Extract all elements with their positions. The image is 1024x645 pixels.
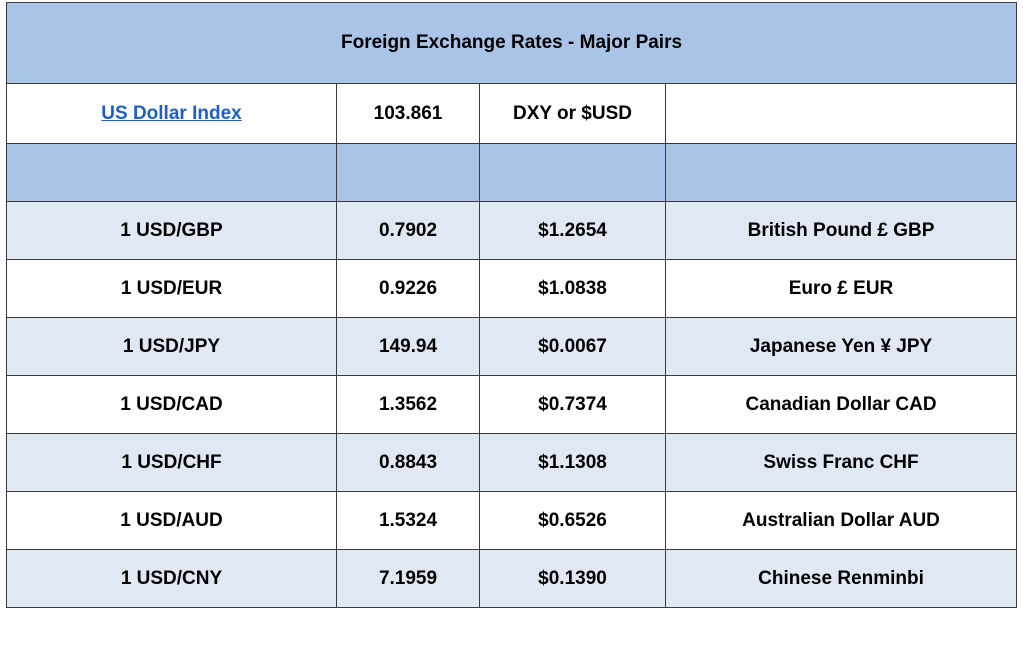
currency-name-cell: Chinese Renminbi	[664, 549, 1018, 608]
usd-value-cell: $1.2654	[479, 201, 666, 260]
usd-value-cell: $0.7374	[479, 375, 666, 434]
table-row: 1 USD/CNY 7.1959 $0.1390 Chinese Renminb…	[6, 549, 1018, 608]
pair-cell: 1 USD/CAD	[6, 375, 337, 434]
table-row: 1 USD/EUR 0.9226 $1.0838 Euro £ EUR	[6, 259, 1018, 318]
blank-cell	[479, 143, 666, 202]
rate-cell: 0.8843	[336, 433, 480, 492]
usd-value-cell: $1.1308	[479, 433, 666, 492]
blank-cell	[664, 143, 1018, 202]
usd-value-cell: $0.6526	[479, 491, 666, 550]
usd-value-cell: $0.1390	[479, 549, 666, 608]
currency-name-cell: British Pound £ GBP	[664, 201, 1018, 260]
rate-cell: 1.5324	[336, 491, 480, 550]
pair-cell: 1 USD/JPY	[6, 317, 337, 376]
rate-cell: 0.7902	[336, 201, 480, 260]
fx-rates-table: Foreign Exchange Rates - Major Pairs US …	[5, 2, 1018, 608]
blank-cell	[336, 143, 480, 202]
table-row: 1 USD/GBP 0.7902 $1.2654 British Pound £…	[6, 201, 1018, 260]
pair-cell: 1 USD/AUD	[6, 491, 337, 550]
currency-name-cell: Canadian Dollar CAD	[664, 375, 1018, 434]
table-row: 1 USD/JPY 149.94 $0.0067 Japanese Yen ¥ …	[6, 317, 1018, 376]
pair-cell: 1 USD/GBP	[6, 201, 337, 260]
usd-value-cell: $1.0838	[479, 259, 666, 318]
blank-cell	[6, 143, 337, 202]
currency-name-cell: Euro £ EUR	[664, 259, 1018, 318]
rate-cell: 1.3562	[336, 375, 480, 434]
usd-value-cell: $0.0067	[479, 317, 666, 376]
currency-name-cell: Japanese Yen ¥ JPY	[664, 317, 1018, 376]
currency-name-cell: Australian Dollar AUD	[664, 491, 1018, 550]
table-row: 1 USD/CHF 0.8843 $1.1308 Swiss Franc CHF	[6, 433, 1018, 492]
us-dollar-index-link[interactable]: US Dollar Index	[101, 102, 242, 124]
table-row: 1 USD/AUD 1.5324 $0.6526 Australian Doll…	[6, 491, 1018, 550]
rate-cell: 7.1959	[336, 549, 480, 608]
index-symbol: DXY or $USD	[479, 83, 666, 144]
blank-header-row	[6, 143, 1018, 202]
pair-cell: 1 USD/CHF	[6, 433, 337, 492]
index-extra	[664, 83, 1018, 144]
table-row: 1 USD/CAD 1.3562 $0.7374 Canadian Dollar…	[6, 375, 1018, 434]
rate-cell: 149.94	[336, 317, 480, 376]
title-row: Foreign Exchange Rates - Major Pairs	[5, 2, 1018, 84]
pair-cell: 1 USD/EUR	[6, 259, 337, 318]
pair-cell: 1 USD/CNY	[6, 549, 337, 608]
index-row: US Dollar Index 103.861 DXY or $USD	[6, 83, 1018, 144]
rate-cell: 0.9226	[336, 259, 480, 318]
table-title: Foreign Exchange Rates - Major Pairs	[5, 2, 1018, 84]
currency-name-cell: Swiss Franc CHF	[664, 433, 1018, 492]
index-name-cell: US Dollar Index	[6, 83, 337, 144]
index-value: 103.861	[336, 83, 480, 144]
